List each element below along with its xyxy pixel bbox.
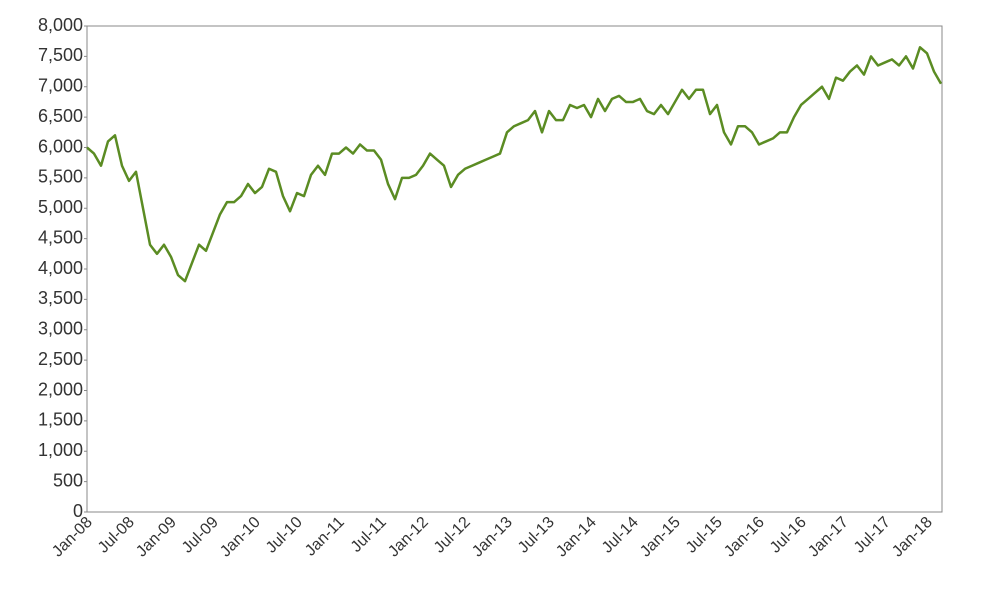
x-tick-label: Jul-15 (683, 514, 726, 557)
x-tick-label: Jan-18 (889, 514, 936, 561)
plot-frame (86, 25, 943, 513)
y-tick-label: 2,000 (38, 379, 83, 399)
x-tick-label: Jul-12 (431, 514, 474, 557)
x-tick-label: Jan-17 (805, 514, 852, 561)
x-tick-label: Jan-11 (302, 514, 348, 560)
x-tick-label: Jan-13 (469, 514, 516, 561)
x-tick-label: Jan-14 (553, 514, 600, 561)
y-tick-label: 6,500 (38, 106, 83, 126)
y-tick-label: 2,500 (38, 349, 83, 369)
y-tick-label: 5,000 (38, 197, 83, 217)
y-tick-label: 8,000 (38, 15, 83, 35)
y-tick-label: 5,500 (38, 167, 83, 187)
x-tick-label: Jul-17 (851, 514, 894, 557)
x-tick-label: Jul-14 (599, 514, 642, 557)
data-line (86, 46, 943, 283)
x-tick-label: Jan-10 (217, 514, 264, 561)
y-tick-label: 4,000 (38, 258, 83, 278)
y-tick-label: 4,500 (38, 227, 83, 247)
x-tick-label: Jul-08 (95, 514, 138, 557)
x-tick-label: Jul-11 (348, 514, 390, 556)
x-tick-label: Jul-13 (515, 514, 558, 557)
y-tick-label: 1,500 (38, 410, 83, 430)
x-tick-label: Jan-15 (637, 514, 684, 561)
y-tick-label: 0 (73, 501, 83, 521)
y-tick-label: 7,500 (38, 45, 83, 65)
x-tick-label: Jul-10 (263, 514, 306, 557)
x-tick-label: Jul-16 (767, 514, 810, 557)
x-tick-label: Jul-09 (179, 514, 222, 557)
y-tick-label: 7,000 (38, 76, 83, 96)
x-tick-label: Jan-12 (385, 514, 432, 561)
x-tick-label: Jan-16 (721, 514, 768, 561)
y-tick-label: 3,000 (38, 319, 83, 339)
y-tick-label: 500 (53, 470, 83, 490)
y-tick-label: 1,000 (38, 440, 83, 460)
y-tick-label: 3,500 (38, 288, 83, 308)
y-tick-label: 6,000 (38, 136, 83, 156)
x-tick-label: Jan-09 (133, 514, 180, 561)
